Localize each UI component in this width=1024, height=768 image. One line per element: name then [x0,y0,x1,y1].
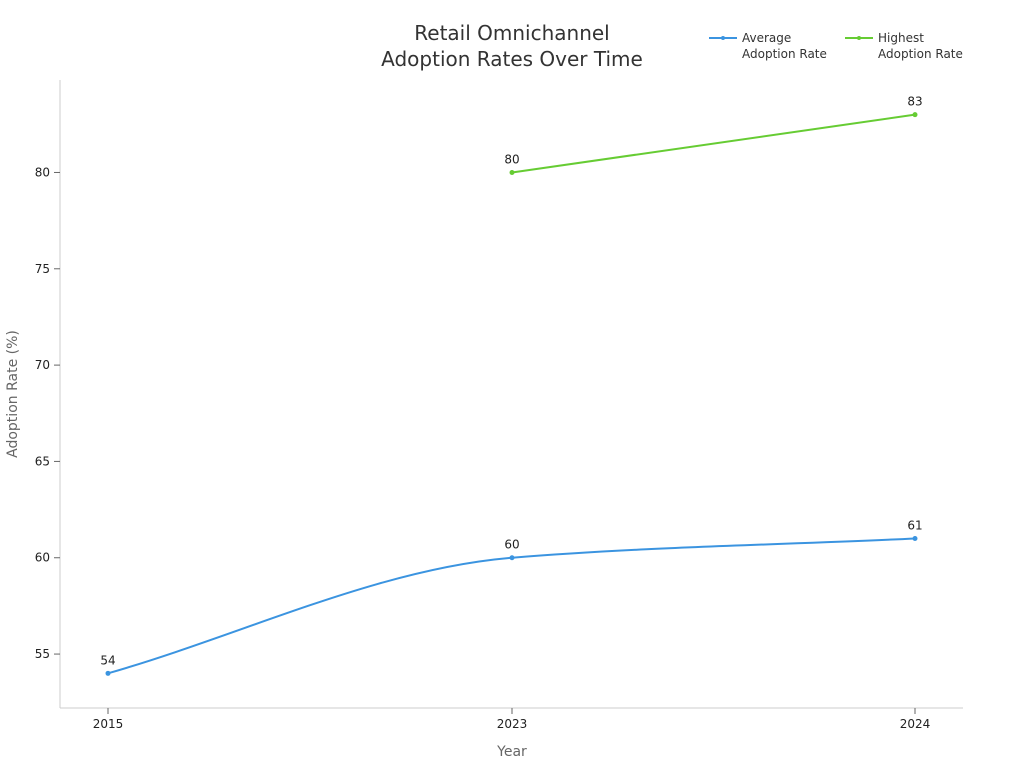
legend-item-highest[interactable]: Highest Adoption Rate [844,30,970,62]
y-tick-label: 75 [35,262,50,276]
legend-label-line: Highest [878,31,924,45]
series-line-highest [511,113,916,174]
data-point-average [912,535,918,541]
legend-label-line: Adoption Rate [878,47,963,61]
chart-title-line: Retail Omnichannel [414,21,610,45]
data-label-highest: 83 [907,95,922,109]
y-tick-label: 65 [35,454,50,468]
data-label-average: 54 [100,653,115,667]
y-axis-title: Adoption Rate (%) [5,330,21,458]
data-point-highest [509,169,515,175]
data-label-average: 60 [504,538,519,552]
data-label-highest: 80 [504,152,519,166]
x-tick-label: 2015 [93,717,124,731]
legend-item-average[interactable]: Average Adoption Rate [708,30,834,62]
legend-label-average: Average Adoption Rate [742,30,834,62]
data-point-highest [912,112,918,118]
legend-swatch-average [708,30,738,42]
chart-title-line: Adoption Rates Over Time [381,47,643,71]
legend-swatch-highest [844,30,874,42]
y-tick-label: 55 [35,647,50,661]
data-point-average [105,670,111,676]
y-tick-label: 70 [35,358,50,372]
data-point-average [509,555,515,561]
x-axis-title: Year [496,744,527,760]
y-tick-label: 60 [35,551,50,565]
x-tick-label: 2023 [497,717,528,731]
legend-label-line: Adoption Rate [742,47,827,61]
y-tick-label: 80 [35,165,50,179]
x-tick-label: 2024 [900,717,931,731]
data-label-average: 61 [907,518,922,532]
chart-title: Retail Omnichannel Adoption Rates Over T… [312,20,712,72]
legend-label-line: Average [742,31,792,45]
legend-label-highest: Highest Adoption Rate [878,30,970,62]
legend: Average Adoption Rate Highest Adoption Rat… [708,30,970,62]
